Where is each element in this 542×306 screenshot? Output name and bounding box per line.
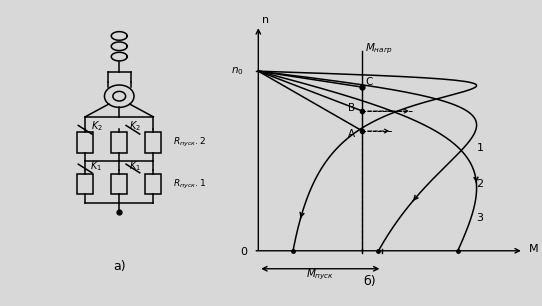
Text: 2: 2	[476, 179, 483, 189]
Text: а): а)	[113, 260, 126, 273]
Text: M: M	[528, 244, 538, 254]
Bar	[77, 132, 93, 153]
Text: $K_2$: $K_2$	[129, 119, 141, 133]
Text: A: A	[348, 129, 355, 139]
Text: $K_1$: $K_1$	[91, 159, 102, 173]
Text: $n_0$: $n_0$	[231, 65, 243, 77]
Text: б): б)	[364, 275, 376, 288]
Text: $K_1$: $K_1$	[129, 159, 141, 173]
Bar	[111, 174, 127, 194]
Text: C: C	[365, 77, 372, 87]
Text: $R_{пуск}.1$: $R_{пуск}.1$	[173, 177, 206, 191]
Bar	[77, 174, 93, 194]
Bar	[111, 132, 127, 153]
Text: 0: 0	[240, 247, 247, 257]
Bar	[145, 174, 162, 194]
Text: n: n	[262, 15, 269, 25]
Text: $R_{пуск}.2$: $R_{пуск}.2$	[173, 136, 206, 149]
Text: B: B	[348, 103, 355, 113]
Text: $M_{пуск}$: $M_{пуск}$	[306, 267, 334, 282]
Text: 1: 1	[476, 143, 483, 153]
Text: $M_{нагр}$: $M_{нагр}$	[365, 42, 393, 56]
Bar	[145, 132, 162, 153]
Text: 3: 3	[476, 213, 483, 223]
Text: $K_2$: $K_2$	[91, 119, 102, 133]
